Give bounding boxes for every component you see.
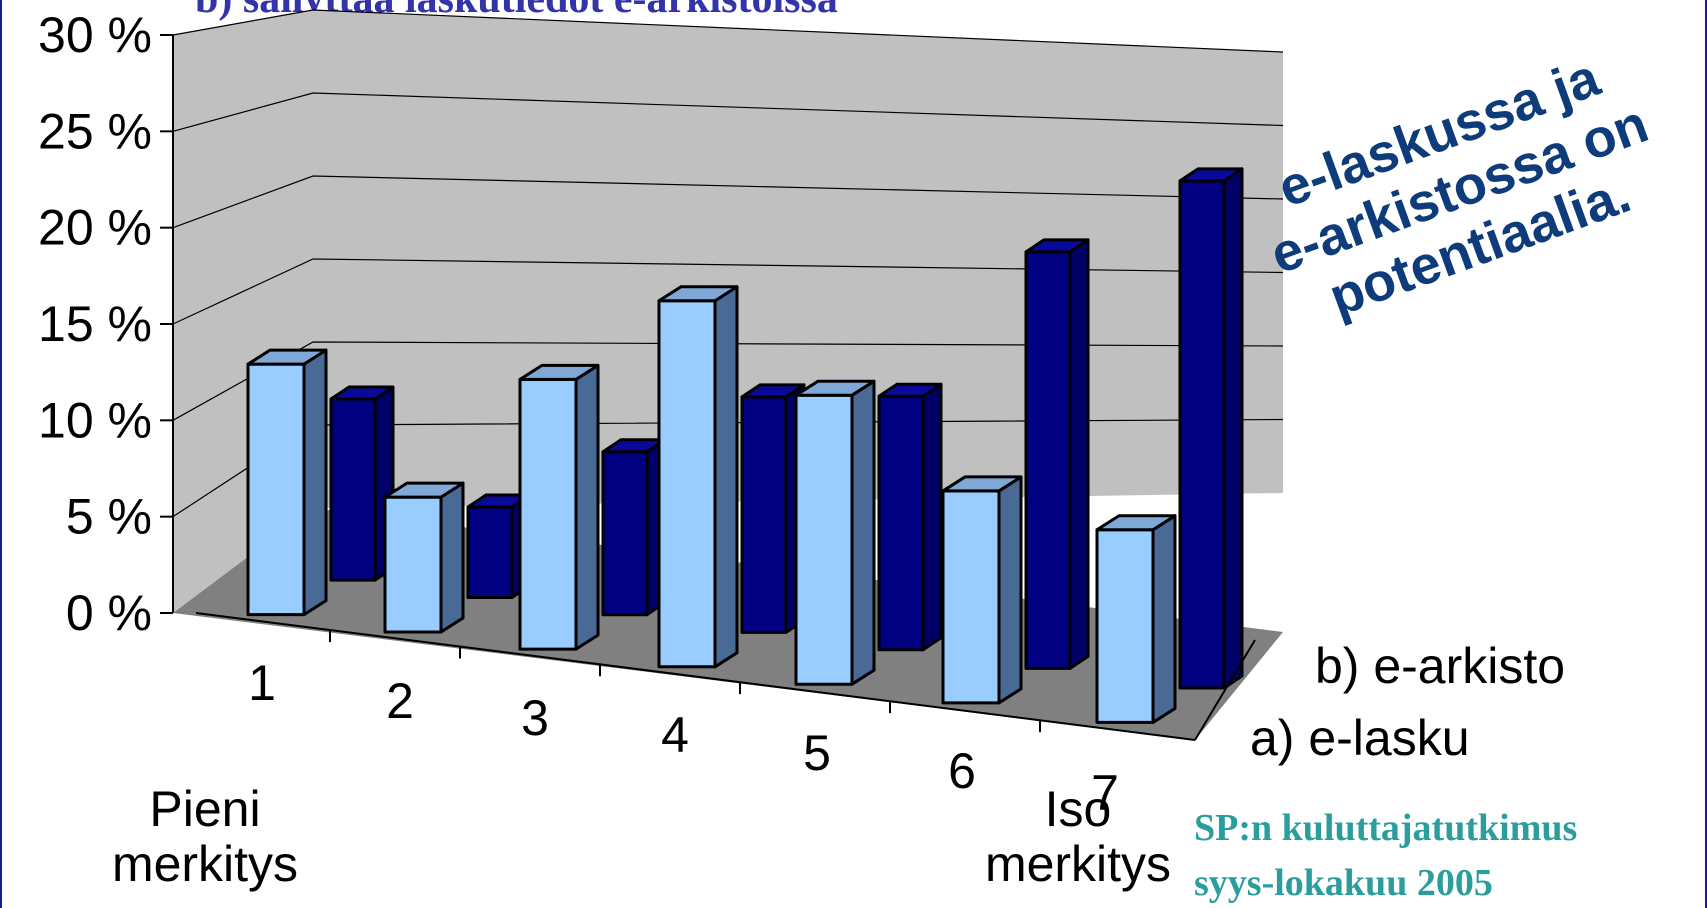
- bar-e-lasku: [941, 475, 1023, 705]
- x-tick-label: 1: [248, 655, 276, 711]
- x-axis-tick-labels: 1 2 3 4 5 6 7: [248, 655, 1119, 821]
- gridline: [172, 175, 1284, 229]
- y-tick-label: 5 %: [66, 489, 152, 545]
- bars-group: [246, 167, 1244, 724]
- x-tick-label: 5: [803, 725, 831, 781]
- gridlines: [160, 9, 1284, 733]
- y-tick-label: 25 %: [38, 103, 152, 159]
- bar-e-arkisto: [1178, 167, 1244, 690]
- x-tick-label: 7: [1091, 765, 1119, 821]
- gridline: [172, 92, 1284, 132]
- y-tick-label: 20 %: [38, 200, 152, 256]
- y-tick-label: 10 %: [38, 392, 152, 448]
- y-tick-label: 30 %: [38, 7, 152, 63]
- bar-e-lasku: [1095, 514, 1177, 724]
- x-axis-low-label: Pieni merkitys: [112, 781, 298, 892]
- x-axis-line: [195, 612, 1196, 741]
- source-line-1: SP:n kuluttajatutkimus: [1194, 807, 1577, 849]
- potential-annotation: e-laskussa jae-arkistossa onpotentiaalia…: [1242, 37, 1676, 342]
- y-tick-label: 0 %: [66, 585, 152, 641]
- gridline: [172, 9, 1284, 53]
- slide-frame-right: [1705, 0, 1707, 908]
- bar-e-lasku: [657, 285, 739, 669]
- bar-e-arkisto: [601, 438, 667, 617]
- x-tick-label: 4: [661, 707, 689, 763]
- bar-e-lasku: [518, 363, 600, 651]
- x-axis-high-label: Iso merkitys: [985, 781, 1171, 892]
- series-label-e-lasku: a) e-lasku: [1250, 710, 1470, 766]
- bar-e-arkisto: [329, 385, 395, 582]
- bar-e-lasku: [383, 481, 465, 634]
- gridline: [172, 341, 1284, 421]
- y-tick-label: 15 %: [38, 296, 152, 352]
- depth-axis-line: [1194, 639, 1256, 741]
- bar-e-lasku: [794, 379, 876, 686]
- series-label-e-arkisto: b) e-arkisto: [1315, 638, 1565, 694]
- bar-e-arkisto: [1024, 238, 1090, 670]
- x-tick-label: 6: [948, 743, 976, 799]
- y-axis-tick-labels: 0 % 5 % 10 % 15 % 20 % 25 % 30 %: [38, 7, 152, 641]
- source-line-2: syys-lokakuu 2005: [1194, 862, 1493, 904]
- bar-e-lasku: [246, 348, 328, 617]
- gridline: [172, 258, 1284, 325]
- slide-frame-left: [0, 0, 2, 908]
- x-tick-label: 3: [521, 690, 549, 746]
- bar-e-arkisto: [877, 382, 943, 652]
- x-tick-label: 2: [386, 673, 414, 729]
